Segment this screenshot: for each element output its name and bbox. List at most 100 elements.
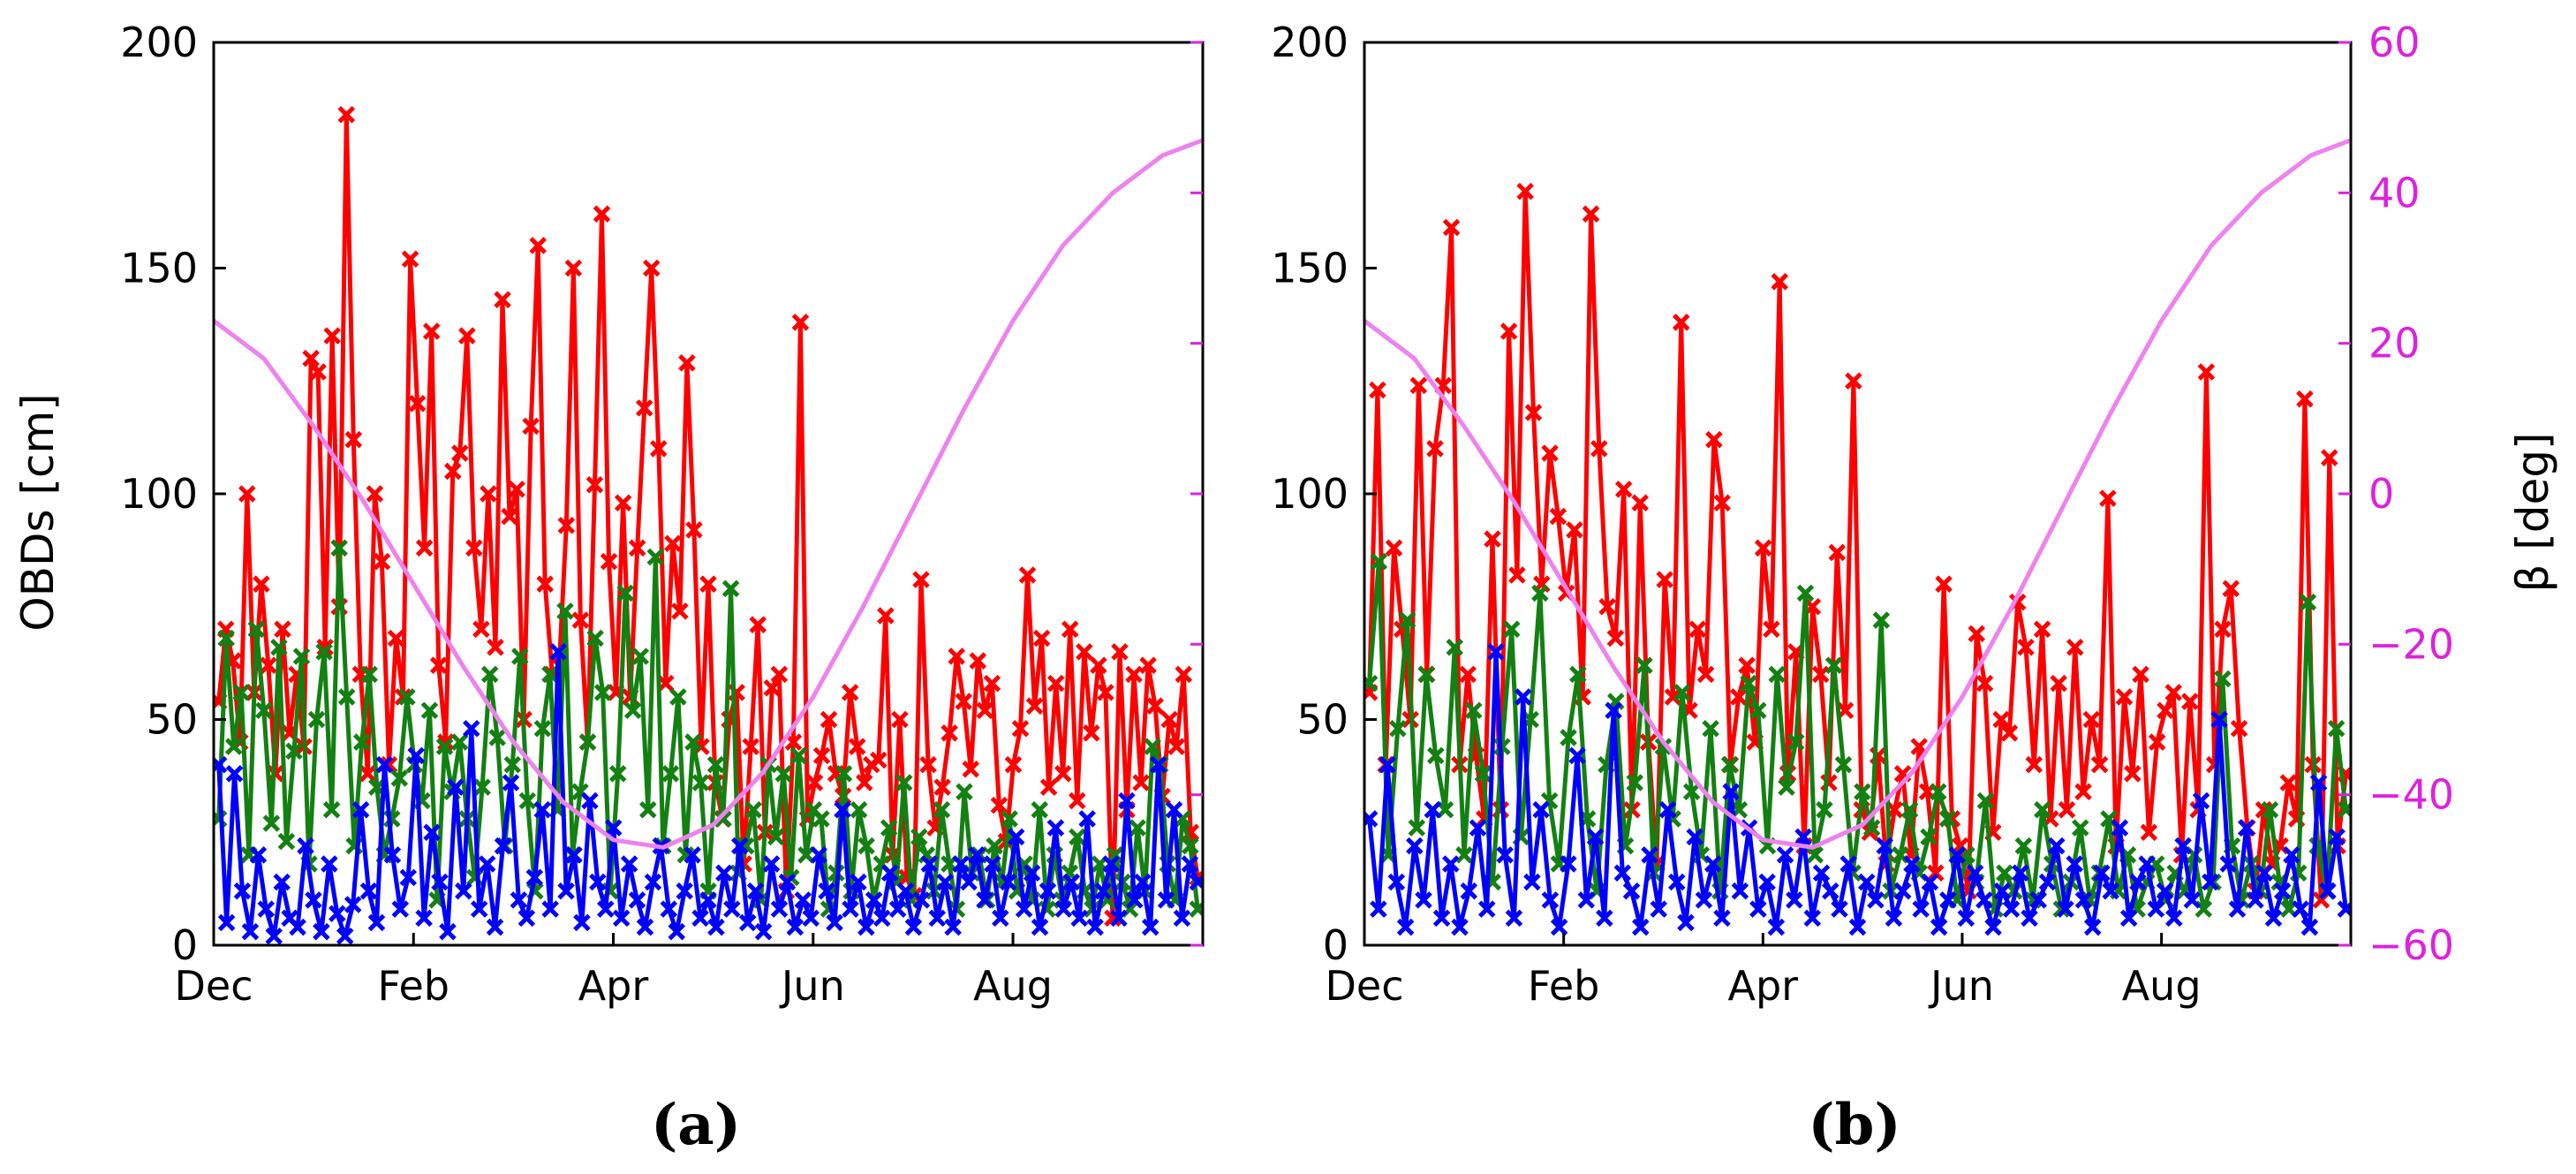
panel-a-series-blue-point	[842, 900, 859, 918]
panel-b-series-blue-point	[1460, 882, 1478, 900]
panel-a-ytick-label: 0	[172, 921, 198, 969]
panel-b-series-blue-point	[2255, 864, 2273, 882]
panel-a-series-blue-point	[1054, 900, 1073, 918]
panel-a-series-green-point	[232, 684, 251, 701]
panel-b-label: (b)	[1808, 1092, 1900, 1158]
panel-b-series-green-point	[1720, 755, 1739, 774]
panel-b-series-red-point	[2115, 688, 2134, 706]
panel-b-series-red-point	[1524, 404, 1543, 421]
panel-a-series-blue-point	[596, 900, 615, 918]
panel-a-xtick-label: Apr	[578, 962, 649, 1010]
panel-a-series-red-point	[508, 481, 525, 498]
panel-a-xtick-label: Feb	[378, 962, 449, 1010]
panel-a-series-red-point	[387, 629, 405, 648]
panel-a-series-red-point	[557, 517, 576, 534]
panel-a-series-blue-point	[984, 855, 1001, 873]
panel-a-series-green-point	[480, 665, 499, 684]
panel-b-series-red-point	[2082, 710, 2101, 729]
panel-a-series-red-point	[564, 259, 583, 277]
panel-b-ytick-label: 150	[1271, 245, 1348, 292]
panel-a-series-red-point	[820, 710, 838, 729]
panel-b-series-green-point	[1502, 620, 1521, 639]
panel-a-series-red-point	[919, 755, 937, 774]
panel-a-series-green-point	[910, 828, 928, 846]
panel-b-series-blue-point	[2300, 918, 2319, 936]
panel-b-series-blue-point	[1867, 891, 1885, 909]
panel-b-series-green-point	[2261, 800, 2279, 819]
panel-a-series-red-point	[941, 724, 958, 742]
panel-b-series-blue-point	[2328, 828, 2346, 846]
panel-b-series-blue-point	[2183, 891, 2202, 909]
panel-a-series-blue-point	[778, 873, 797, 891]
panel-b-beta-curve	[1364, 138, 2351, 850]
panel-a-series-blue-point	[367, 913, 386, 932]
panel-a-series-red-point	[1111, 643, 1129, 661]
panel-b-series-red-point	[2033, 620, 2051, 639]
panel-b-series-red-point	[1409, 376, 1428, 395]
panel-a-series-red-point	[685, 521, 703, 539]
panel-a-ytick-label: 50	[146, 696, 198, 744]
panel-a-series-blue-point	[810, 846, 827, 864]
panel-b-xtick-label: Aug	[2122, 962, 2202, 1010]
panel-b-series-green-point	[1455, 846, 1473, 864]
panel-b-series-blue-point	[1749, 900, 1767, 918]
panel-a-series-red-point	[451, 444, 469, 462]
panel-a-series-blue-point	[525, 868, 544, 887]
panel-b-series-blue-point	[2156, 882, 2174, 900]
panel-a-series-blue-point	[265, 928, 283, 945]
panel-b-series-blue-point	[1379, 755, 1396, 774]
panel-a-label: (a)	[651, 1092, 741, 1158]
panel-b-series-blue-point	[1912, 900, 1930, 918]
panel-a-series-green-point	[556, 602, 574, 620]
panel-a-series-green-point	[1106, 846, 1124, 864]
panel-b-series-green-point	[2327, 719, 2346, 738]
panel-a-series-blue-point	[1149, 755, 1167, 774]
panel-a-series-blue-point	[478, 855, 496, 873]
panel-b-series-blue-point	[1903, 855, 1921, 873]
panel-a-series-blue-point	[351, 800, 370, 819]
panel-a-series-blue-point	[1118, 792, 1136, 810]
panel-a-series-blue-point	[344, 896, 362, 913]
panel-a-series-red-point	[1090, 656, 1107, 674]
panel-a-series-red-point	[337, 105, 356, 124]
panel-b-series-blue-point	[2165, 909, 2183, 928]
panel-b-series-red-point	[1811, 665, 1830, 684]
panel-a-series-blue-point	[754, 922, 773, 941]
panel-a-series-blue-point	[321, 855, 338, 873]
panel-a-series-blue-point	[1165, 800, 1183, 819]
panel-a-series-blue-point	[668, 922, 686, 941]
panel-b-series-blue-point	[1613, 864, 1632, 882]
panel-a-series-blue-point	[305, 891, 322, 909]
panel-b-series-green-point	[1816, 800, 1833, 819]
panel-b-series-blue-point	[2319, 882, 2337, 900]
panel-a-series-blue-point	[976, 891, 993, 909]
panel-b-series-green-point	[1920, 828, 1938, 846]
panel-b-series-green-point	[1740, 674, 1757, 693]
panel-a-series-blue-point	[329, 905, 346, 922]
panel-a-series-green-point	[541, 665, 559, 684]
panel-b-series-blue-point	[1939, 891, 1957, 909]
panel-b-series-blue-point	[1541, 891, 1560, 909]
panel-a-series-red-point	[408, 395, 427, 413]
panel-b-y2tick-label: 0	[2368, 470, 2394, 518]
panel-a-series-red-point	[429, 656, 448, 674]
panel-b-series-blue-point	[1966, 864, 1984, 882]
panel-a-series-red-point	[976, 701, 994, 720]
panel-b-series-blue-point	[2247, 891, 2264, 909]
panel-a-series-green-point	[255, 701, 273, 720]
panel-a-series-blue-point	[407, 746, 425, 765]
panel-b-series-blue-point	[1477, 900, 1496, 918]
panel-b-series-red-point	[1738, 656, 1756, 674]
panel-a-series-red-point	[480, 485, 497, 503]
panel-b-series-blue-point	[1921, 873, 1939, 891]
panel-a-series-blue-point	[786, 918, 805, 936]
panel-a-series-red-point	[969, 652, 987, 670]
panel-a-series-blue-point	[1046, 819, 1065, 837]
panel-a-series-green-point	[986, 837, 1003, 855]
panel-b-series-green-point	[1446, 638, 1464, 656]
panel-b-series-blue-point	[1722, 783, 1740, 801]
panel-b-series-blue-point	[2038, 873, 2057, 891]
panel-a-series-red-point	[1039, 778, 1058, 796]
panel-a-series-green-point	[789, 746, 808, 765]
panel-a-series-blue-point	[802, 909, 820, 928]
